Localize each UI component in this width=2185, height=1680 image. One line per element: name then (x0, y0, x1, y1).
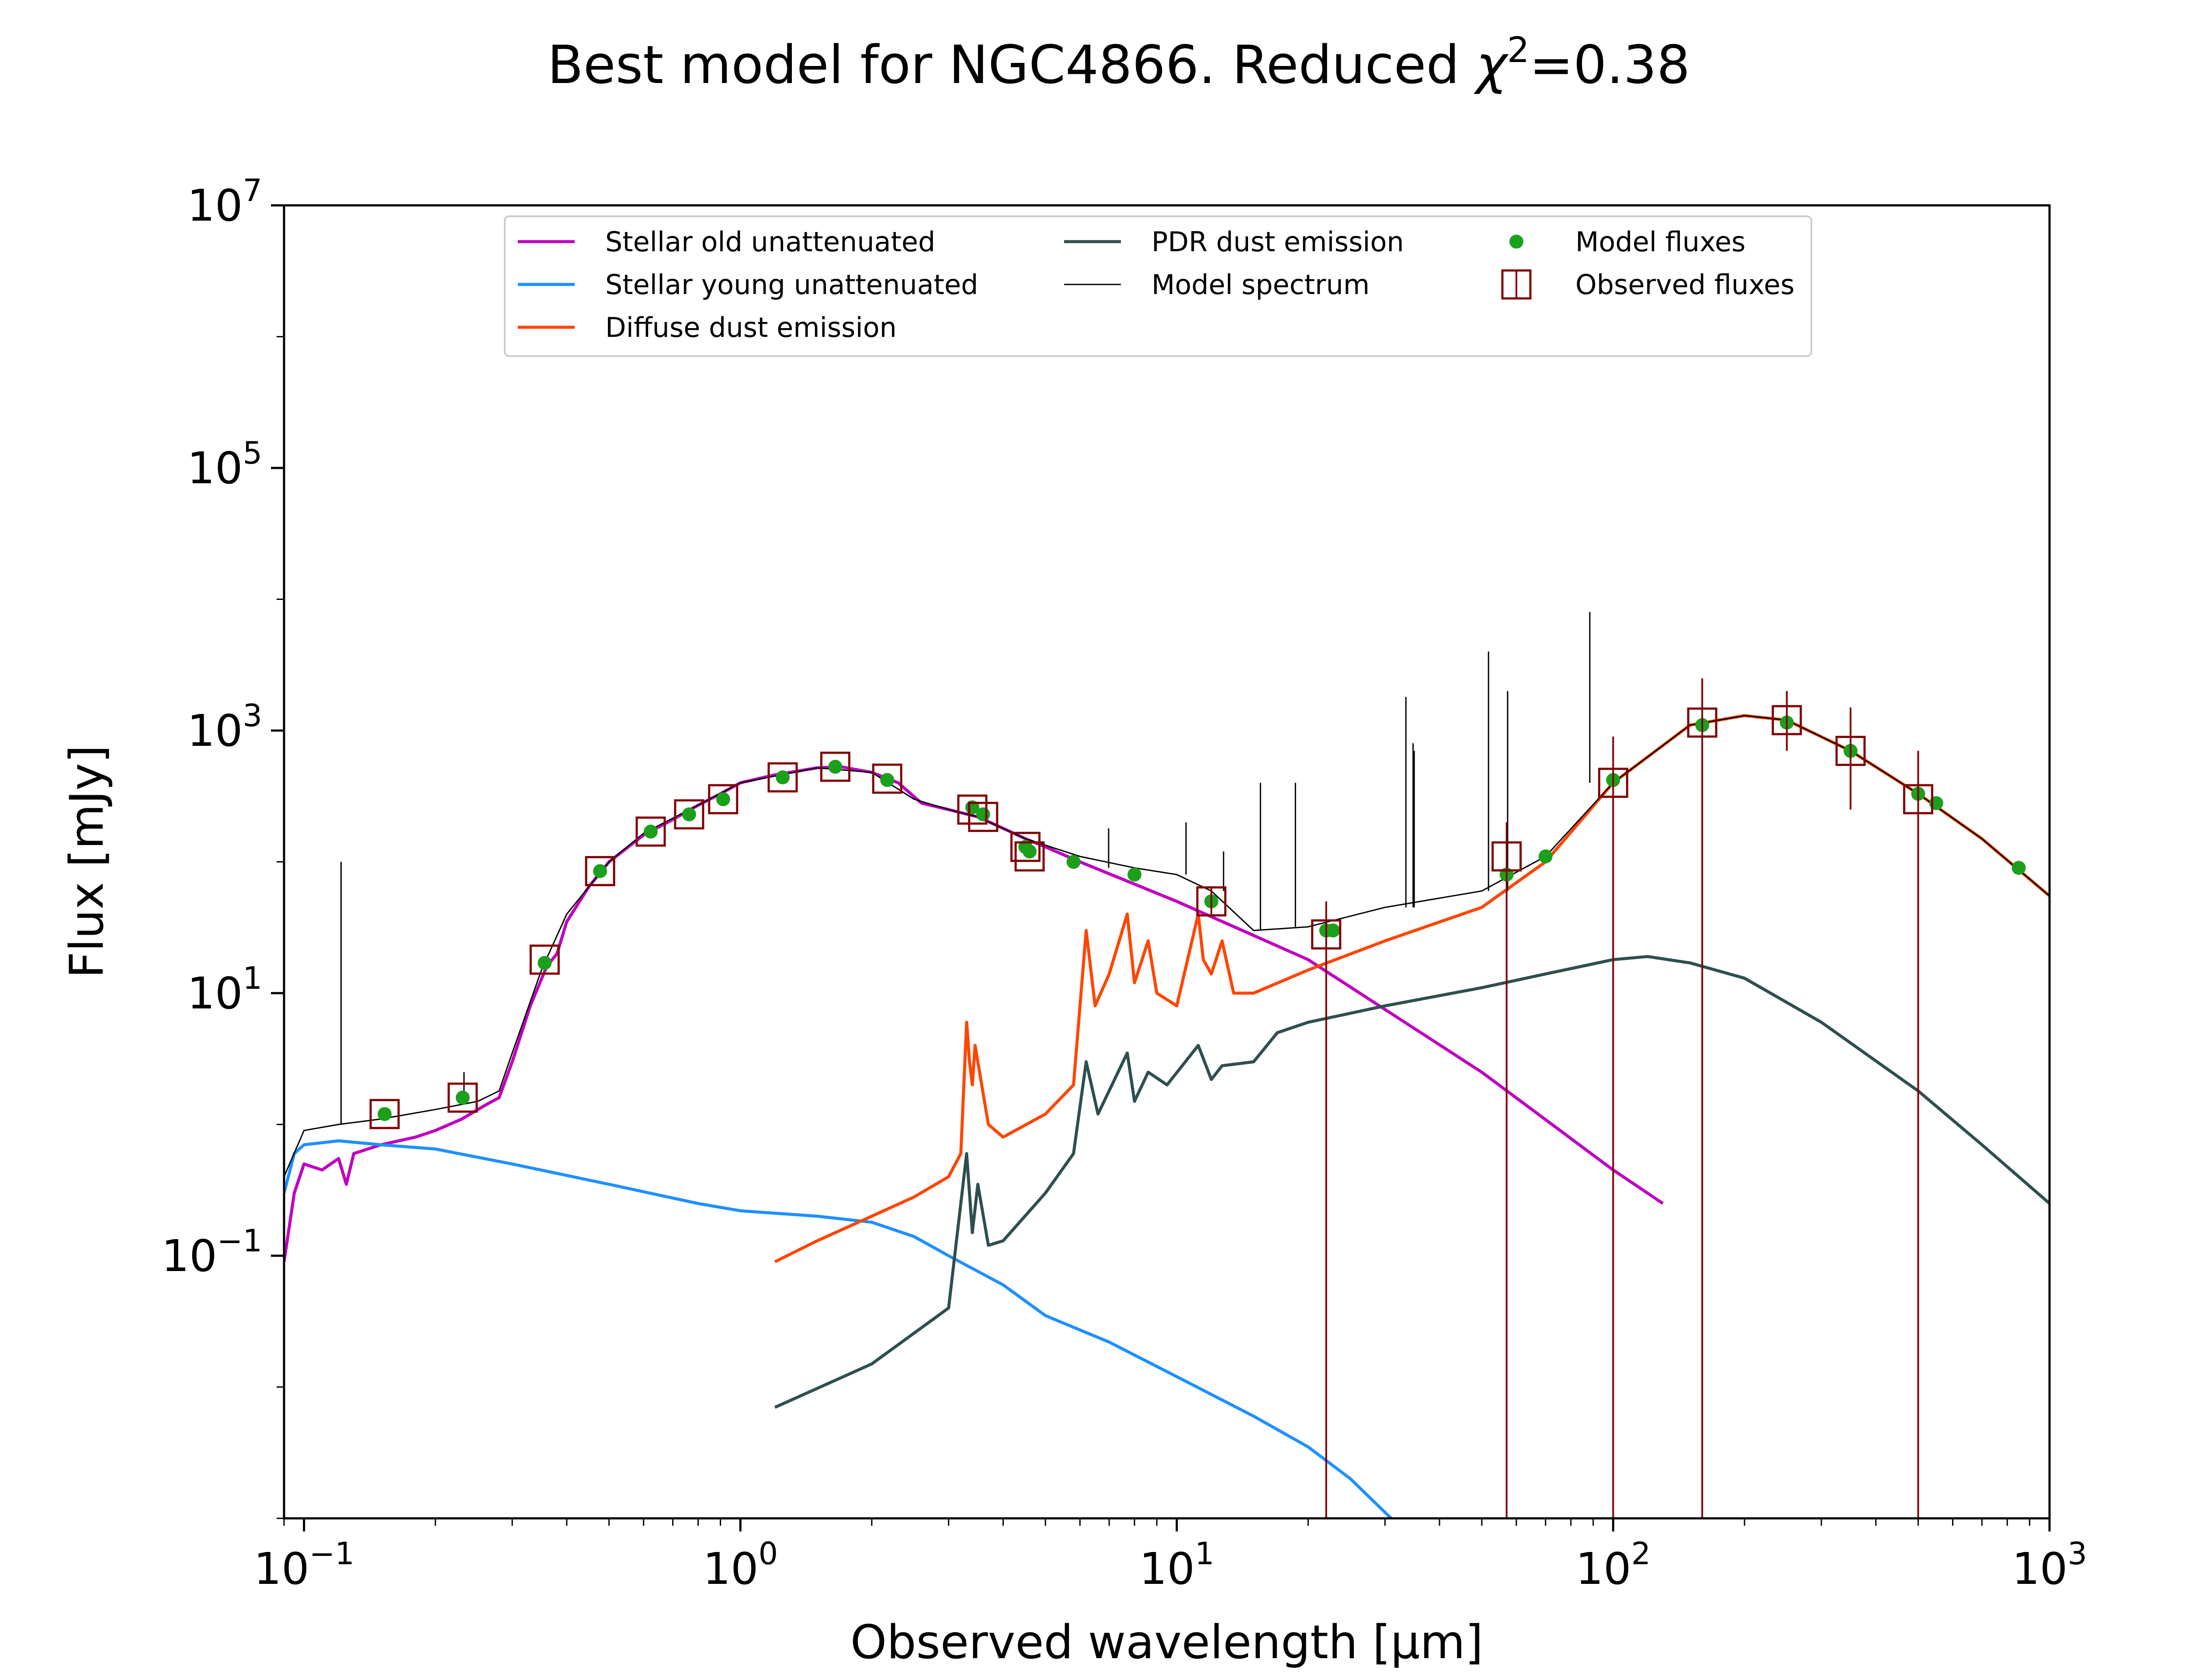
model-flux-point-5 (682, 807, 696, 821)
y-tick-label: 105 (187, 435, 262, 494)
observed-flux-point-19 (1772, 705, 1802, 735)
model-flux-point-15 (1127, 867, 1142, 882)
y-axis-label: Flux [mJy] (60, 745, 114, 978)
legend-entry-pdr-dust-emission: PDR dust emission (1064, 226, 1404, 258)
legend-label-stellar-young-unattenuated: Stellar young unattenuated (605, 269, 978, 301)
x-tick-label: 103 (2012, 1536, 2087, 1594)
observed-flux-point-6 (708, 784, 739, 814)
model-flux-point-11 (976, 807, 990, 821)
y-tick-label: 107 (187, 173, 262, 231)
observed-flux-point-17 (1598, 768, 1628, 798)
legend-label-pdr-dust-emission: PDR dust emission (1151, 226, 1404, 258)
observed-flux-point-4 (635, 816, 666, 847)
observed-flux-point-21 (1903, 784, 1933, 814)
model-flux-point-9 (880, 773, 895, 787)
x-tick-label: 101 (1139, 1536, 1214, 1594)
series-pdr-dust-emission (774, 955, 2050, 1409)
observed-flux-point-11 (968, 802, 999, 832)
model-flux-point-4 (644, 824, 658, 839)
legend-entry-model-fluxes: Model fluxes (1509, 226, 1745, 258)
model-flux-point-18 (1326, 923, 1340, 938)
legend-entry-stellar-old-unattenuated: Stellar old unattenuated (518, 226, 935, 258)
legend-entry-model-spectrum: Model spectrum (1064, 269, 1370, 301)
model-flux-point-13 (1023, 844, 1037, 859)
model-flux-point-8 (828, 759, 843, 774)
series-stellar-young-unattenuated (284, 1139, 1392, 1518)
legend-entry-observed-fluxes: Observed fluxes (1501, 269, 1795, 301)
legend-label-model-spectrum: Model spectrum (1151, 269, 1370, 301)
legend-label-observed-fluxes: Observed fluxes (1575, 269, 1795, 301)
chart-title: Best model for NGC4866. Reduced χ2=0.38 (548, 30, 1690, 96)
series-line-pdr-dust-emission (774, 955, 2050, 1409)
observed-flux-point-12 (1010, 831, 1041, 862)
observed-flux-point-16 (1491, 841, 1522, 872)
plot-series-layer (284, 612, 2050, 1518)
observed-flux-point-9 (872, 763, 902, 794)
observed-flux-point-10 (957, 794, 988, 825)
observed-flux-point-20 (1835, 736, 1866, 766)
x-axis-label: Observed wavelength [μm] (850, 1615, 1483, 1669)
x-tick-label: 100 (703, 1536, 778, 1594)
observed-flux-point-1 (447, 1082, 478, 1113)
observed-flux-point-7 (767, 762, 798, 793)
observed-flux-point-14 (1196, 886, 1227, 917)
y-tick-label: 101 (187, 960, 262, 1019)
model-flux-point-20 (1538, 849, 1553, 864)
model-flux-point-3 (593, 864, 607, 878)
model-flux-point-27 (2012, 861, 2026, 875)
observed-flux-point-3 (585, 856, 615, 887)
y-tick-label: 10−1 (162, 1223, 262, 1282)
model-flux-point-7 (776, 770, 790, 785)
legend: Stellar old unattenuated Stellar young un… (504, 215, 1812, 357)
axis-ticks: 10−1 100 101 102 103 10−1 101 103 105 107 (162, 173, 2087, 1594)
observed-flux-point-15 (1311, 919, 1342, 950)
observed-flux-point-2 (529, 944, 560, 975)
legend-entry-diffuse-dust-emission: Diffuse dust emission (518, 312, 897, 343)
observed-flux-point-5 (674, 799, 704, 830)
model-flux-point-6 (716, 792, 730, 807)
x-tick-label: 10−1 (253, 1536, 354, 1594)
series-observed-fluxes (369, 678, 1933, 1518)
observed-flux-point-8 (820, 752, 850, 782)
legend-label-stellar-old-unattenuated: Stellar old unattenuated (605, 226, 935, 258)
legend-label-diffuse-dust-emission: Diffuse dust emission (605, 312, 897, 343)
observed-flux-point-0 (369, 1099, 400, 1129)
series-line-stellar-young-unattenuated (284, 1139, 1392, 1518)
legend-box (504, 215, 1812, 357)
observed-flux-point-18 (1687, 707, 1717, 738)
y-tick-label: 103 (187, 698, 262, 756)
observed-flux-point-13 (1014, 841, 1045, 872)
legend-entry-stellar-young-unattenuated: Stellar young unattenuated (518, 269, 978, 301)
legend-swatch-model-fluxes (1509, 235, 1523, 249)
x-tick-label: 102 (1576, 1536, 1651, 1594)
model-flux-point-1 (455, 1091, 470, 1105)
model-flux-point-14 (1066, 855, 1081, 869)
model-flux-point-2 (538, 956, 552, 970)
legend-label-model-fluxes: Model fluxes (1575, 226, 1745, 258)
model-flux-point-0 (378, 1107, 392, 1121)
